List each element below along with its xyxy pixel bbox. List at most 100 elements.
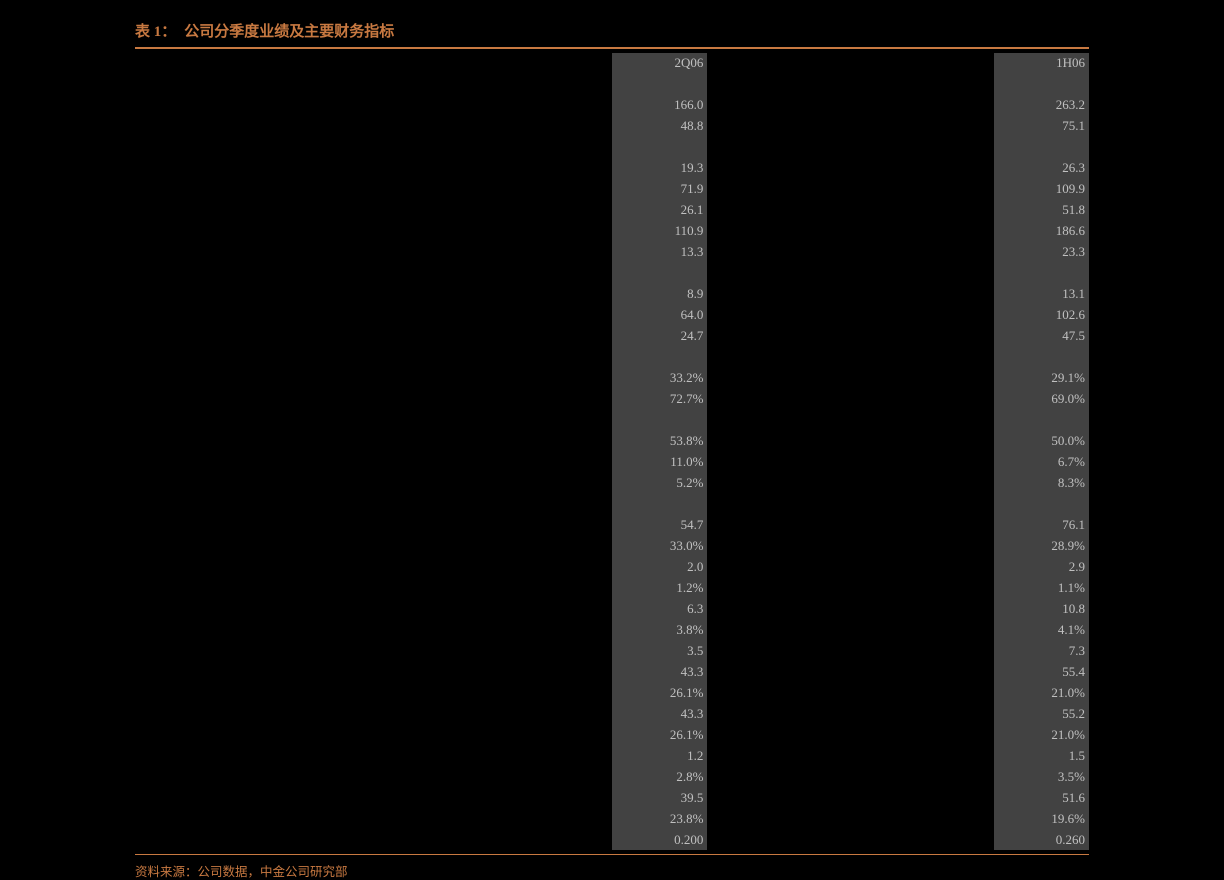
cell-q: 26.1 — [612, 199, 707, 220]
row-label — [135, 388, 612, 409]
cell-q: 24.7 — [612, 325, 707, 346]
cell-h: 75.1 — [994, 115, 1089, 136]
row-label — [135, 451, 612, 472]
source-line: 资料来源：公司数据，中金公司研究部 — [135, 861, 1089, 880]
cell-q: 72.7% — [612, 388, 707, 409]
cell-q: 26.1% — [612, 682, 707, 703]
table-row: 64.0 102.6 — [135, 304, 1089, 325]
table-row: 33.0%28.9% — [135, 535, 1089, 556]
cell-h: 50.0% — [994, 430, 1089, 451]
row-label — [135, 640, 612, 661]
cell-q — [612, 409, 707, 430]
cell-q: 39.5 — [612, 787, 707, 808]
row-label — [135, 220, 612, 241]
row-label — [135, 409, 612, 430]
row-label — [135, 493, 612, 514]
table-title: 表 1： 公司分季度业绩及主要财务指标 — [135, 20, 1089, 41]
cell-h: 102.6 — [994, 304, 1089, 325]
row-label — [135, 745, 612, 766]
cell-q: 64.0 — [612, 304, 707, 325]
row-label — [135, 178, 612, 199]
table-row: 3.5 7.3 — [135, 640, 1089, 661]
cell-h: 6.7% — [994, 451, 1089, 472]
cell-h: 3.5% — [994, 766, 1089, 787]
cell-h: 109.9 — [994, 178, 1089, 199]
header-row: 2Q06 1H06 — [135, 53, 1089, 73]
row-label — [135, 598, 612, 619]
cell-q: 33.0% — [612, 535, 707, 556]
cell-h: 10.8 — [994, 598, 1089, 619]
row-label — [135, 514, 612, 535]
table-row: 6.3 10.8 — [135, 598, 1089, 619]
cell-q: 53.8% — [612, 430, 707, 451]
cell-h: 2.9 — [994, 556, 1089, 577]
table-row — [135, 493, 1089, 514]
row-label — [135, 556, 612, 577]
table-row — [135, 262, 1089, 283]
table-row: 166.0263.2 — [135, 94, 1089, 115]
cell-q: 6.3 — [612, 598, 707, 619]
table-row: 26.1 51.8 — [135, 199, 1089, 220]
table-row: 43.355.4 — [135, 661, 1089, 682]
cell-q: 13.3 — [612, 241, 707, 262]
cell-q — [612, 262, 707, 283]
cell-q: 1.2% — [612, 577, 707, 598]
cell-h: 51.6 — [994, 787, 1089, 808]
cell-q: 3.5 — [612, 640, 707, 661]
row-label — [135, 619, 612, 640]
title-text: 公司分季度业绩及主要财务指标 — [184, 20, 394, 41]
cell-q: 2.0 — [612, 556, 707, 577]
cell-h: 21.0% — [994, 682, 1089, 703]
cell-h: 0.260 — [994, 829, 1089, 850]
cell-q: 23.8% — [612, 808, 707, 829]
cell-q — [612, 346, 707, 367]
row-label — [135, 724, 612, 745]
table-row: 2.8%3.5% — [135, 766, 1089, 787]
table-row: 53.8% 50.0% — [135, 430, 1089, 451]
cell-q — [612, 136, 707, 157]
row-label — [135, 241, 612, 262]
row-label — [135, 808, 612, 829]
cell-h — [994, 73, 1089, 94]
cell-h: 51.8 — [994, 199, 1089, 220]
cell-h — [994, 409, 1089, 430]
row-label — [135, 472, 612, 493]
cell-h: 7.3 — [994, 640, 1089, 661]
title-prefix: 表 1： — [135, 20, 176, 41]
cell-q: 48.8 — [612, 115, 707, 136]
table-row: 11.0%6.7% — [135, 451, 1089, 472]
cell-h: 13.1 — [994, 283, 1089, 304]
cell-h: 1.1% — [994, 577, 1089, 598]
table-row: 19.326.3 — [135, 157, 1089, 178]
row-label — [135, 136, 612, 157]
cell-q: 33.2% — [612, 367, 707, 388]
bottom-rule — [135, 854, 1089, 855]
table-row — [135, 346, 1089, 367]
cell-h — [994, 493, 1089, 514]
table-row: 33.2%29.1% — [135, 367, 1089, 388]
row-label — [135, 73, 612, 94]
cell-h — [994, 136, 1089, 157]
row-label — [135, 325, 612, 346]
row-label — [135, 682, 612, 703]
cell-h — [994, 346, 1089, 367]
row-label — [135, 115, 612, 136]
row-label — [135, 199, 612, 220]
cell-q: 166.0 — [612, 94, 707, 115]
cell-q: 1.2 — [612, 745, 707, 766]
table-row: 23.8% 19.6% — [135, 808, 1089, 829]
cell-h: 19.6% — [994, 808, 1089, 829]
cell-q: 5.2% — [612, 472, 707, 493]
row-label — [135, 766, 612, 787]
row-label — [135, 94, 612, 115]
row-label — [135, 535, 612, 556]
row-label — [135, 661, 612, 682]
cell-h — [994, 262, 1089, 283]
table-row: 13.323.3 — [135, 241, 1089, 262]
cell-h: 55.2 — [994, 703, 1089, 724]
table-row: 110.9186.6 — [135, 220, 1089, 241]
table-row — [135, 409, 1089, 430]
row-label — [135, 577, 612, 598]
top-rule — [135, 47, 1089, 49]
cell-h: 186.6 — [994, 220, 1089, 241]
